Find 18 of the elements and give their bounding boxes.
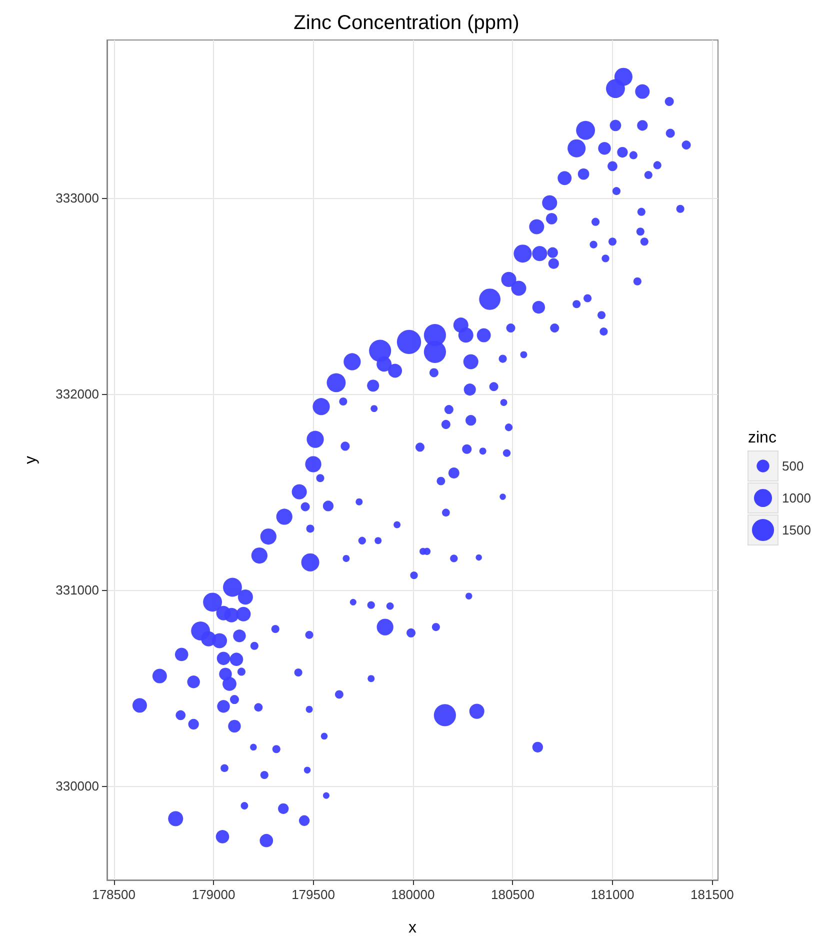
y-tick-label: 332000 xyxy=(56,386,99,402)
x-tick-label: 180000 xyxy=(391,887,435,902)
y-tick-label: 330000 xyxy=(56,778,99,794)
x-tick-label: 180500 xyxy=(491,887,534,902)
x-tick-label: 181000 xyxy=(590,887,634,902)
legend-title: zinc xyxy=(748,430,776,446)
x-tick-label: 179500 xyxy=(292,887,335,902)
x-tick-label: 178500 xyxy=(92,887,136,902)
x-tick-label: 181500 xyxy=(690,887,734,902)
legend-label: 500 xyxy=(782,458,804,474)
y-tick-label: 333000 xyxy=(56,190,99,206)
legend-label: 1000 xyxy=(782,490,811,506)
y-tick-label: 331000 xyxy=(56,582,99,598)
x-axis-title: x xyxy=(408,920,416,936)
x-tick-label: 179000 xyxy=(192,887,236,902)
legend-label: 1500 xyxy=(782,522,811,538)
chart-title: Zinc Concentration (ppm) xyxy=(294,12,520,34)
y-axis-title: y xyxy=(22,456,40,464)
